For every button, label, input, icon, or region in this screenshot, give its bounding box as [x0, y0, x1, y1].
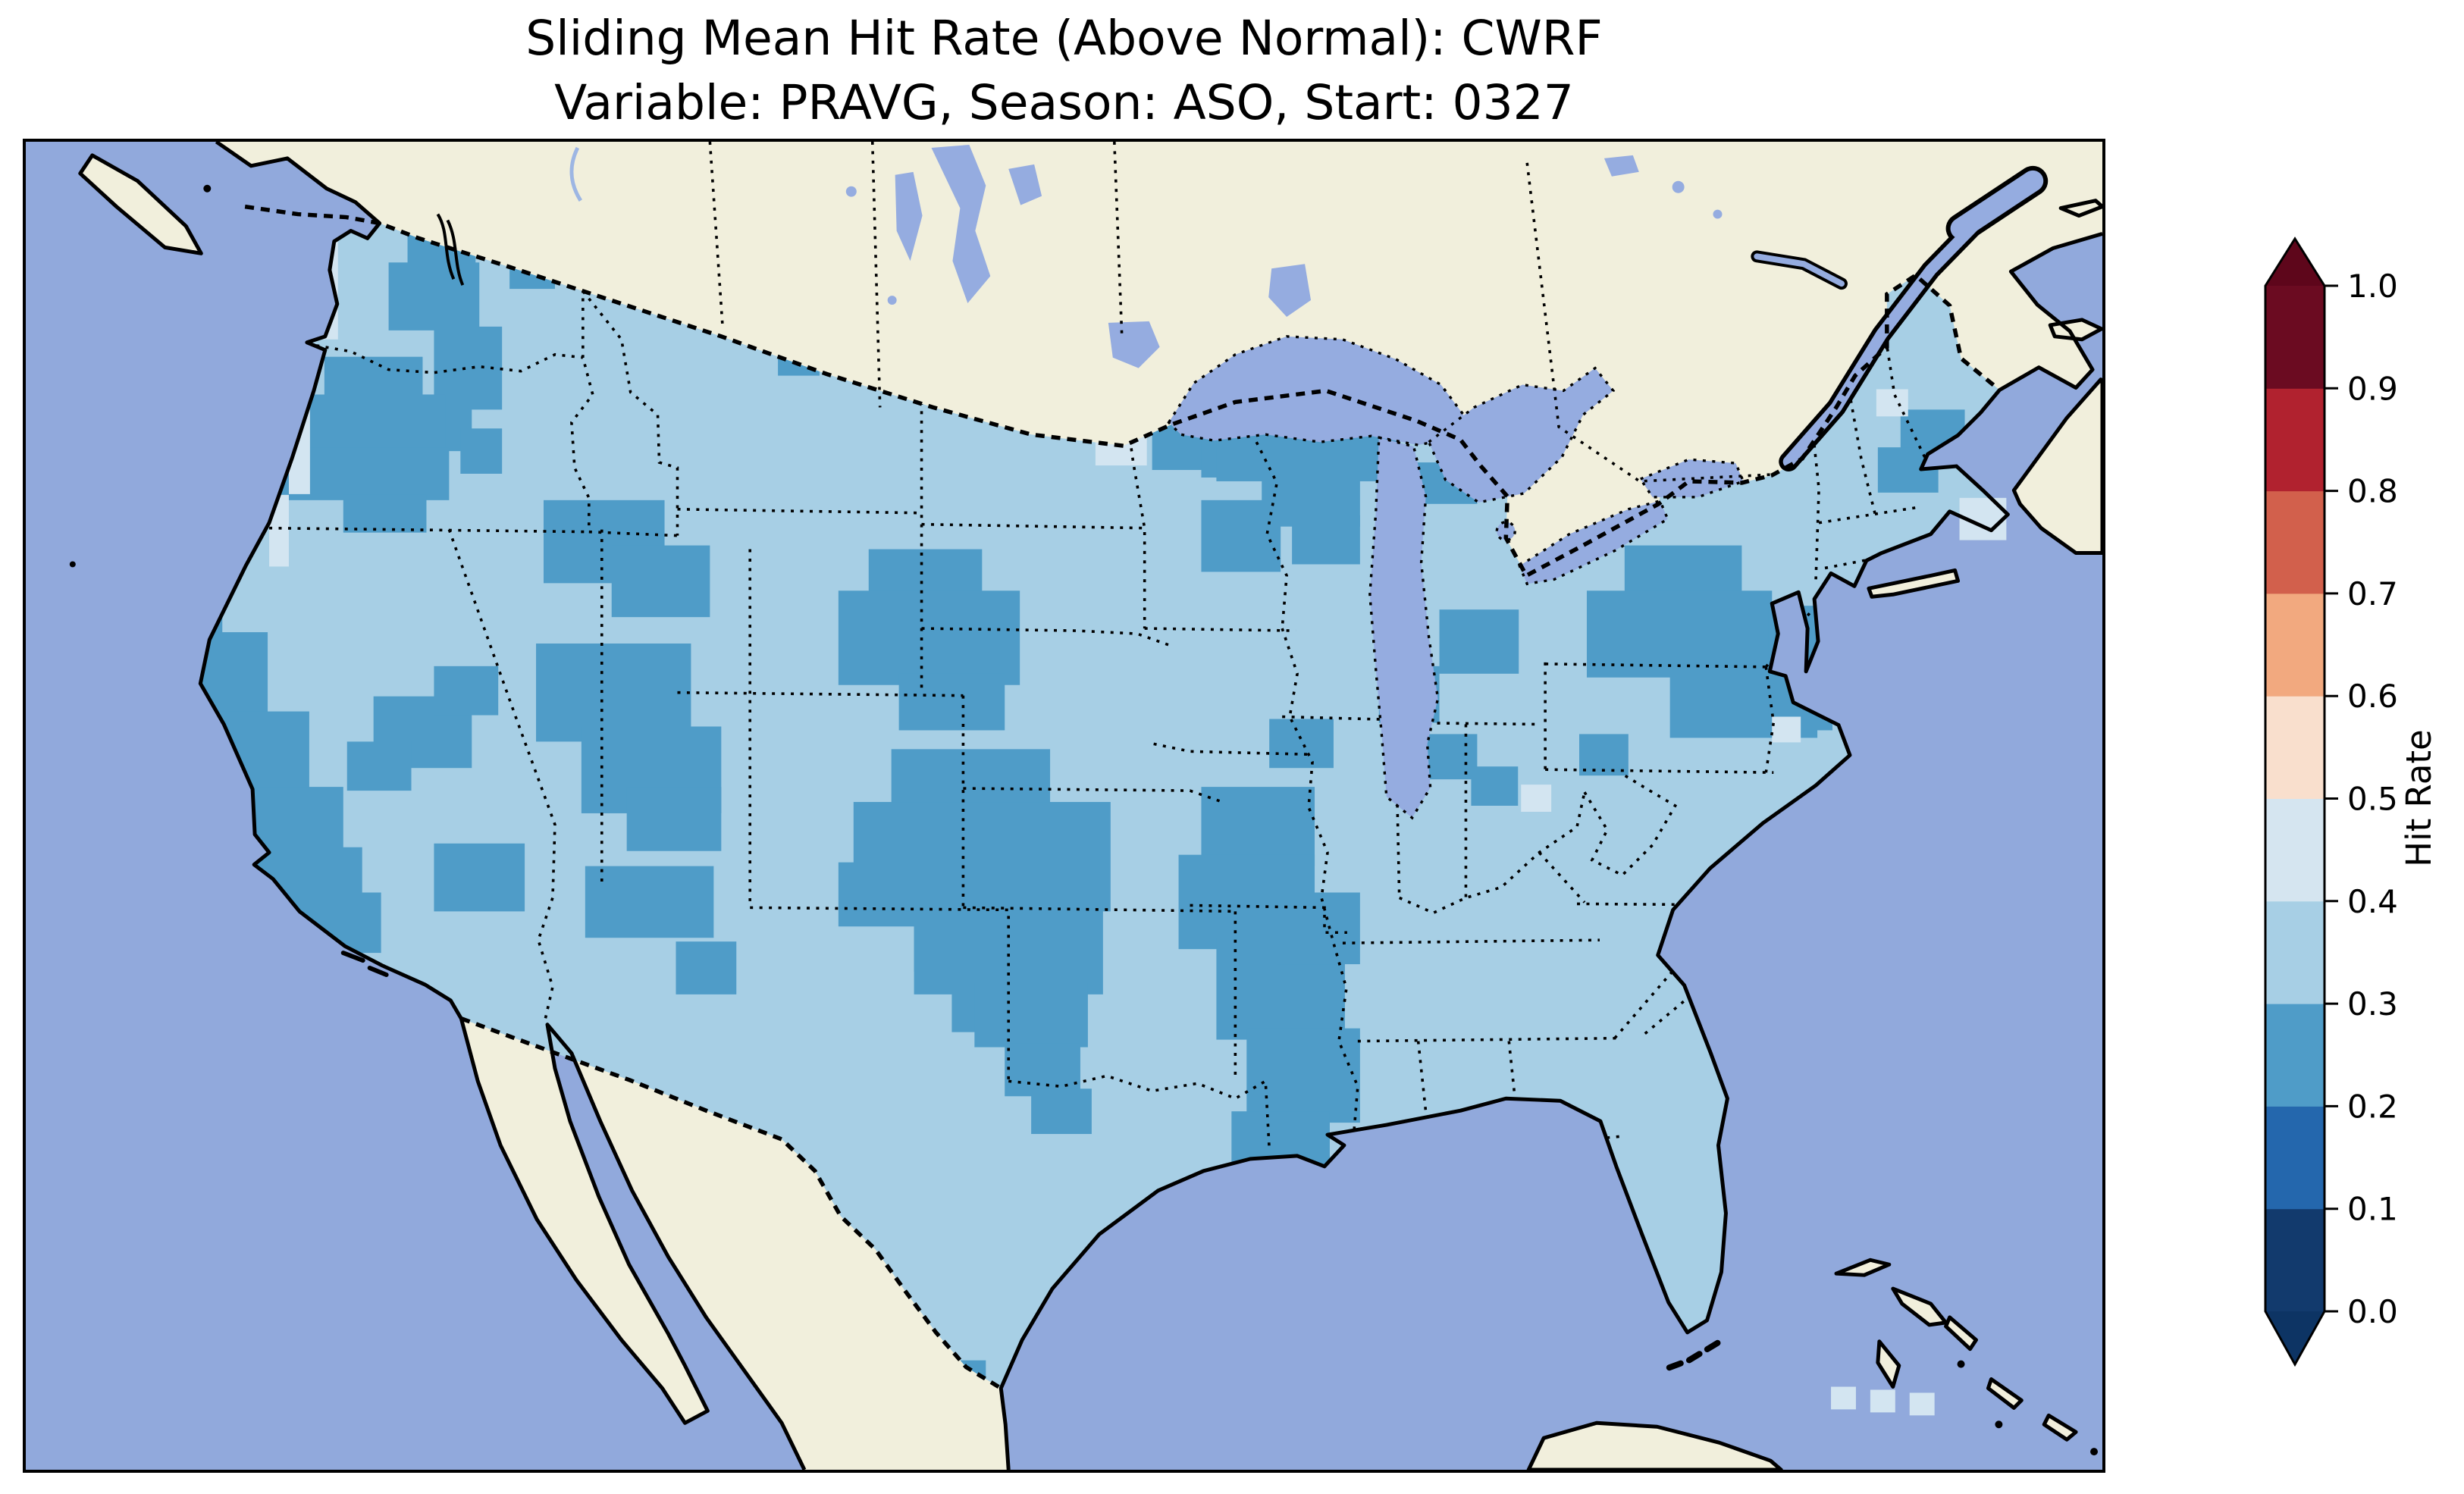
national-borders: [244, 204, 2002, 1390]
colorbar-tick-label: 0.6: [2347, 678, 2398, 715]
colorbar-tick-label: 0.1: [2347, 1191, 2398, 1228]
colorbar-segment-0-0.1: [2265, 1208, 2324, 1312]
colorbar-tick-label: 0.4: [2347, 883, 2398, 920]
cells-nevada: [346, 666, 525, 912]
title-line-2: Variable: PRAVG, Season: ASO, Start: 032…: [554, 75, 1574, 130]
colorbar-segment-0.4-0.5: [2265, 798, 2324, 902]
colorbar-segment-0.8-0.9: [2265, 388, 2324, 492]
colorbar-tick-label: 0.0: [2347, 1293, 2398, 1330]
cells-utah-wyoming: [536, 500, 722, 851]
vancouver-island: [78, 153, 203, 255]
florida-keys: [1659, 1339, 1721, 1373]
lake-manitoba: [895, 171, 923, 262]
us-canada-border: [244, 204, 2002, 579]
lake-michigan: [1368, 436, 1440, 820]
colorbar-segment-0.1-0.2: [2265, 1106, 2324, 1210]
colorbar-segment-0.5-0.6: [2265, 696, 2324, 799]
colorbar: 0.0 0.1 0.2 0.3 0.4 0.5 0.6 0.7 0.8 0.9 1.0 Hit Ra…: [2264, 236, 2439, 1367]
lake-erie: [1518, 499, 1669, 586]
colorbar-segment-0.7-0.8: [2265, 490, 2324, 594]
colorbar-tick-label: 0.9: [2347, 370, 2398, 407]
canadian-province-borders: [708, 142, 1773, 483]
colorbar-tick-label: 0.3: [2347, 985, 2398, 1023]
map-axes: [23, 139, 2105, 1473]
colorbar-extend-arrow: [2265, 1311, 2324, 1364]
colorbar-tick-label: 1.0: [2347, 268, 2398, 305]
colorbar-segment-0.9-1: [2265, 286, 2324, 389]
us-mexico-border: [460, 1016, 1002, 1390]
grand-bahama: [1834, 1258, 1892, 1277]
cuba: [1526, 1420, 1783, 1470]
bahamas-southeast: [1986, 1377, 2024, 1410]
cells-ohio-valley: [1420, 734, 1629, 806]
cells-wyoming-nebraska: [838, 549, 1020, 731]
islet-bottom-right: [2042, 1413, 2078, 1442]
colorbar-tick-label: 0.7: [2347, 575, 2398, 612]
coastline: [198, 142, 2102, 1470]
figure-title: Sliding Mean Hit Rate (Above Normal): CW…: [23, 6, 2105, 135]
title-line-1: Sliding Mean Hit Rate (Above Normal): CW…: [525, 11, 1603, 66]
colorbar-segment-0.2-0.3: [2265, 1004, 2324, 1107]
long-island: [1867, 568, 1961, 599]
islands: [78, 153, 2102, 1470]
lake-st-clair: [1495, 521, 1516, 542]
quebec-lake: [1603, 155, 1639, 177]
colorbar-tick-label: 0.2: [2347, 1088, 2398, 1125]
colorbar-tick-label: 0.5: [2347, 781, 2398, 818]
cells-mississippi-valley: [1178, 787, 1360, 1198]
anticosti-island: [2058, 199, 2102, 218]
lake-east-of-winnipeg: [1008, 164, 1042, 205]
colorbar-ticks: 0.0 0.1 0.2 0.3 0.4 0.5 0.6 0.7 0.8 0.9 1.0: [2324, 268, 2398, 1330]
bc-river: [569, 146, 582, 202]
canadian-lakes: [845, 144, 1723, 368]
andros: [1876, 1339, 1901, 1389]
colorbar-segment-0.3-0.4: [2265, 900, 2324, 1004]
lake-nipigon: [1268, 264, 1312, 317]
lake-huron: [1427, 366, 1616, 504]
colorbar-axis-label: Hit Rate: [2399, 729, 2439, 866]
cells-oregon: [275, 356, 450, 533]
channel-islands: [340, 951, 389, 977]
puget-sound-detail: [436, 213, 465, 286]
colorbar-segment-0.6-0.7: [2265, 593, 2324, 697]
colorbar-segments: [2265, 239, 2324, 1364]
conus-map: [26, 142, 2102, 1470]
small-islets: [69, 184, 2099, 1456]
colorbar-tick-label: 0.8: [2347, 473, 2398, 510]
abaco: [1891, 1286, 1948, 1327]
eleuthera: [1944, 1315, 1978, 1351]
lake-winnipeg: [931, 144, 991, 304]
colorbar-extend-arrow: [2265, 239, 2324, 286]
nova-scotia: [2011, 377, 2102, 556]
